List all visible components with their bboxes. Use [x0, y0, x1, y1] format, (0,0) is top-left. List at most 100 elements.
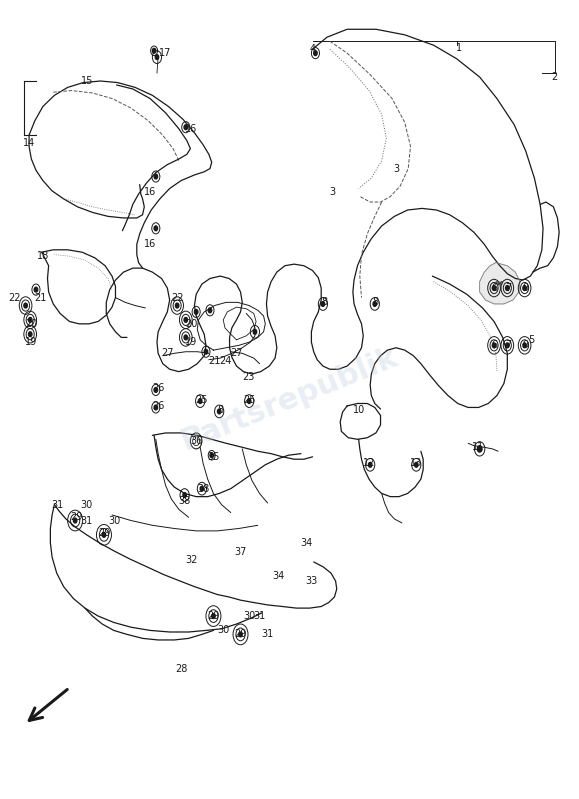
Circle shape: [184, 317, 188, 322]
Circle shape: [415, 463, 418, 467]
Circle shape: [373, 301, 376, 306]
Text: 31: 31: [52, 499, 64, 510]
Circle shape: [24, 303, 27, 308]
Text: 26: 26: [152, 401, 164, 411]
Text: 31: 31: [80, 515, 93, 526]
Circle shape: [154, 174, 157, 179]
Circle shape: [477, 446, 482, 452]
Text: 24: 24: [219, 356, 231, 366]
Circle shape: [199, 399, 202, 403]
Circle shape: [152, 49, 156, 54]
Circle shape: [74, 518, 77, 523]
Circle shape: [239, 632, 242, 637]
Text: 4: 4: [310, 44, 316, 54]
Circle shape: [184, 335, 188, 340]
Text: 16: 16: [185, 124, 197, 133]
Text: 28: 28: [175, 664, 188, 674]
Text: 23: 23: [242, 372, 254, 382]
Circle shape: [183, 493, 186, 498]
Text: 16: 16: [144, 239, 156, 249]
Circle shape: [218, 409, 221, 414]
Text: 19: 19: [185, 337, 197, 348]
Text: 31: 31: [254, 611, 266, 621]
Text: 31: 31: [262, 630, 274, 639]
Text: 29: 29: [70, 512, 82, 523]
Text: 29: 29: [98, 528, 110, 539]
Text: 37: 37: [234, 547, 247, 558]
Text: 6: 6: [491, 340, 497, 350]
Text: 8: 8: [321, 297, 327, 308]
Circle shape: [154, 388, 157, 392]
Circle shape: [505, 343, 509, 348]
Polygon shape: [479, 263, 520, 304]
Text: 20: 20: [25, 319, 38, 329]
Text: 21: 21: [208, 356, 221, 366]
Circle shape: [28, 332, 32, 336]
Text: 19: 19: [25, 337, 38, 348]
Text: 21: 21: [34, 292, 47, 303]
Circle shape: [184, 125, 188, 129]
Circle shape: [208, 308, 212, 312]
Text: 14: 14: [23, 138, 35, 148]
Text: 33: 33: [305, 576, 317, 586]
Text: 13: 13: [410, 458, 423, 468]
Text: 29: 29: [207, 611, 219, 621]
Text: 27: 27: [230, 348, 243, 358]
Circle shape: [154, 405, 157, 410]
Text: 1: 1: [456, 42, 463, 53]
Text: 9: 9: [523, 340, 529, 350]
Circle shape: [523, 285, 526, 290]
Circle shape: [368, 463, 372, 467]
Text: 6: 6: [491, 283, 497, 293]
Text: 15: 15: [80, 76, 93, 86]
Text: 34: 34: [301, 538, 313, 548]
Text: 20: 20: [185, 319, 198, 329]
Text: 30: 30: [80, 499, 93, 510]
Text: 18: 18: [36, 251, 49, 261]
Text: 25: 25: [196, 395, 208, 404]
Text: 22: 22: [171, 292, 184, 303]
Text: 30: 30: [243, 611, 255, 621]
Circle shape: [200, 487, 204, 491]
Circle shape: [155, 55, 159, 59]
Text: 12: 12: [363, 458, 375, 468]
Text: 27: 27: [161, 348, 174, 358]
Text: 5: 5: [529, 335, 534, 345]
Text: 11: 11: [472, 443, 485, 452]
Circle shape: [247, 399, 251, 403]
Text: 30: 30: [108, 515, 120, 526]
Text: 35: 35: [207, 451, 219, 462]
Text: 22: 22: [8, 292, 20, 303]
Text: Partsrepublik: Partsrepublik: [177, 343, 402, 456]
Text: 8: 8: [373, 297, 379, 308]
Text: 25: 25: [243, 395, 255, 404]
Text: 16: 16: [144, 188, 156, 197]
Circle shape: [195, 309, 198, 314]
Text: 34: 34: [272, 571, 284, 581]
Circle shape: [505, 285, 509, 290]
Text: 36: 36: [190, 436, 202, 446]
Text: 10: 10: [353, 405, 365, 415]
Circle shape: [314, 51, 317, 56]
Circle shape: [154, 226, 157, 231]
Circle shape: [204, 349, 208, 354]
Text: 9: 9: [523, 283, 529, 293]
Circle shape: [523, 343, 526, 348]
Text: 32: 32: [185, 555, 198, 566]
Circle shape: [210, 453, 214, 458]
Circle shape: [321, 301, 325, 306]
Text: 3: 3: [393, 164, 399, 173]
Circle shape: [253, 329, 256, 334]
Text: XJ6: XJ6: [494, 280, 504, 286]
Text: 30: 30: [217, 626, 229, 635]
Circle shape: [34, 287, 38, 292]
Text: 7: 7: [505, 340, 512, 350]
Text: 38: 38: [178, 496, 190, 507]
Circle shape: [28, 317, 32, 322]
Circle shape: [175, 303, 179, 308]
Text: 3: 3: [329, 188, 336, 197]
Text: 17: 17: [159, 48, 172, 58]
Circle shape: [492, 343, 496, 348]
Text: 2: 2: [551, 72, 558, 82]
Text: 26: 26: [152, 383, 164, 392]
